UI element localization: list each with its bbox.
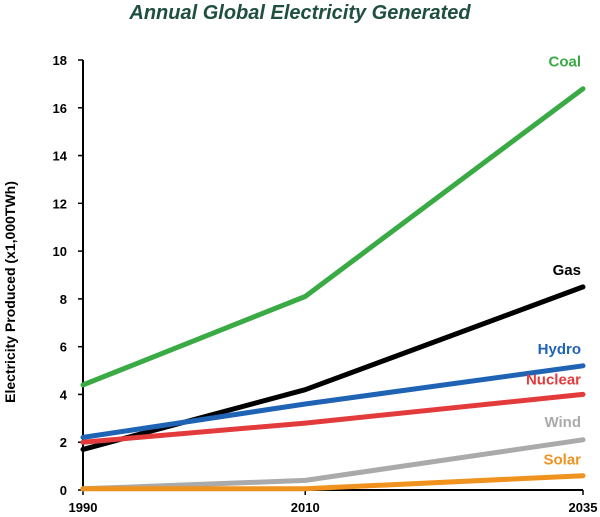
y-tick-label: 6 (60, 340, 67, 355)
series-label-solar: Solar (543, 452, 581, 469)
y-tick-label: 14 (53, 149, 68, 164)
x-tick-label: 2035 (569, 500, 598, 515)
x-tick-label: 1990 (69, 500, 98, 515)
y-tick-label: 8 (60, 292, 67, 307)
series-label-gas: Gas (553, 262, 581, 279)
axes: 0 2 4 6 8 10 12 14 16 18 1990 2010 2035 (53, 53, 598, 515)
y-tick-label: 0 (60, 483, 67, 498)
y-tick-label: 4 (60, 387, 68, 402)
series-label-nuclear: Nuclear (526, 371, 581, 388)
x-tick-label: 2010 (291, 500, 320, 515)
series-label-wind: Wind (544, 414, 581, 431)
series-line-nuclear (80, 391, 586, 445)
y-tick-label: 12 (53, 196, 67, 211)
y-tick-label: 16 (53, 101, 67, 116)
series-line-solar (80, 473, 586, 492)
series-label-hydro: Hydro (538, 341, 581, 358)
series-line-gas (80, 284, 586, 452)
y-tick-label: 2 (60, 435, 67, 450)
series-lines (80, 86, 586, 492)
series-label-coal: Coal (548, 54, 581, 71)
chart-title: Annual Global Electricity Generated (129, 2, 471, 24)
y-tick-label: 18 (53, 53, 67, 68)
series-line-wind (80, 437, 586, 492)
series-line-hydro (80, 363, 586, 440)
series-labels: Coal Gas Hydro Nuclear Wind Solar (526, 54, 581, 469)
y-axis-label: Electricity Produced (x1,000TWh) (2, 181, 18, 403)
y-tick-label: 10 (53, 244, 67, 259)
series-line-coal (80, 86, 586, 388)
